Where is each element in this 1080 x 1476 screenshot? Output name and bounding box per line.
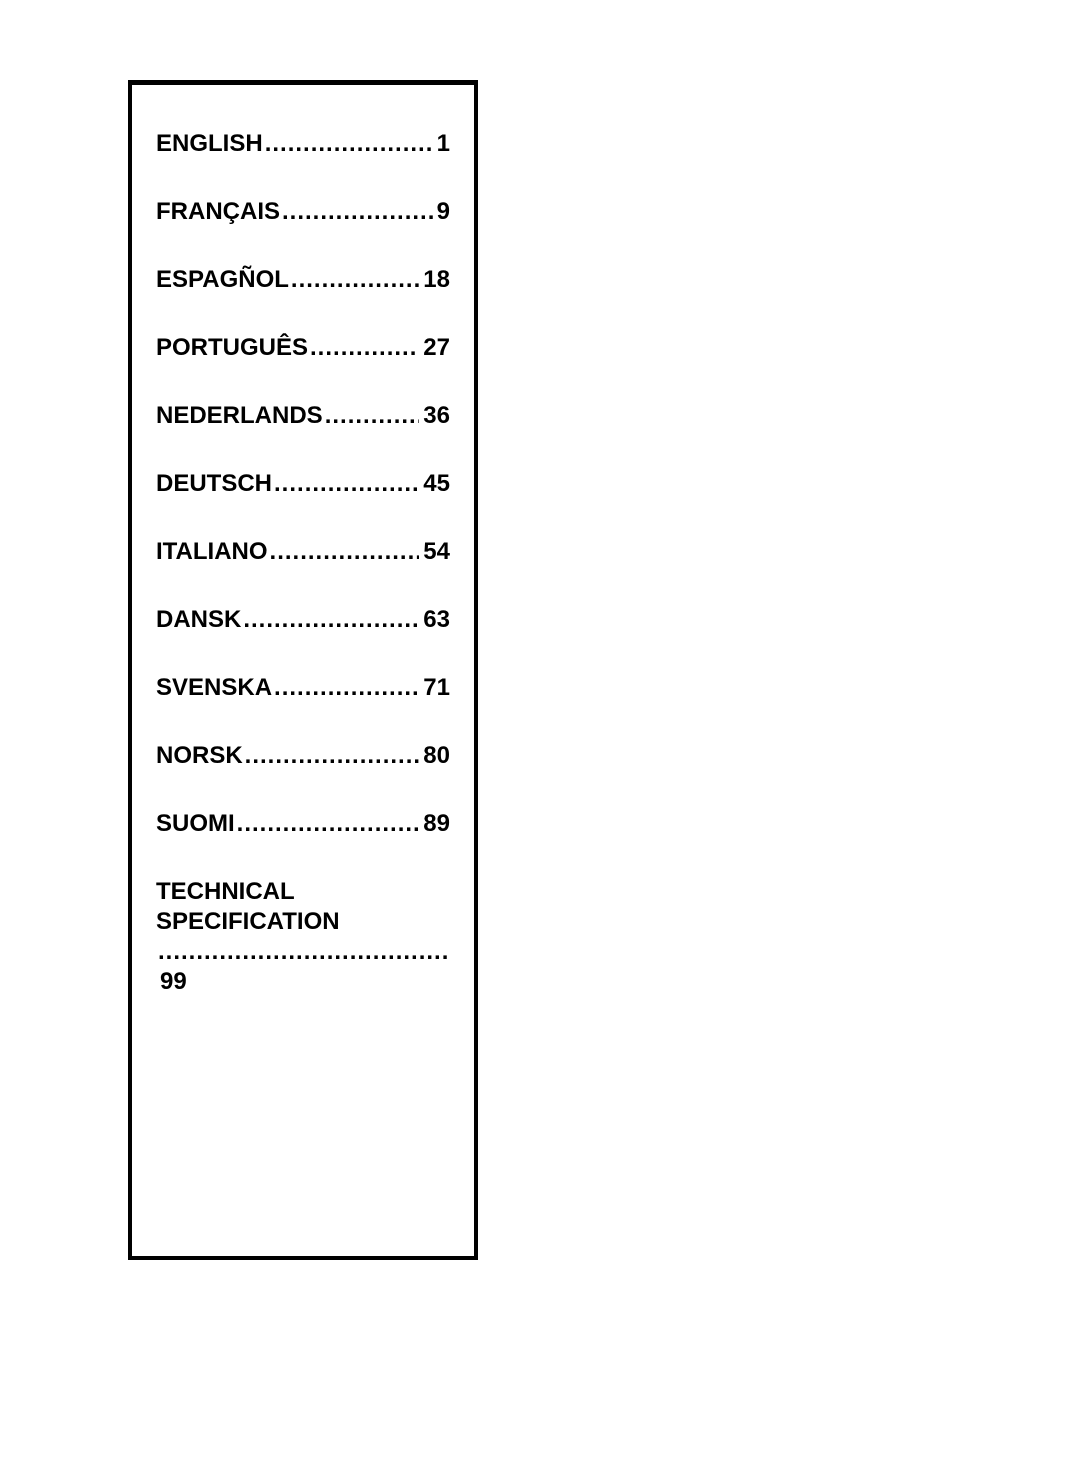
toc-dots — [235, 809, 420, 839]
toc-entry: NORSK 80 — [156, 741, 450, 771]
toc-dots — [272, 469, 419, 499]
toc-page: 9 — [433, 197, 450, 227]
toc-box: ENGLISH 1 FRANÇAIS 9 ESPAGÑOL 18 PORTUGUÊS 27 NE… — [128, 80, 478, 1260]
toc-entry: ENGLISH 1 — [156, 129, 450, 159]
toc-label: DANSK — [156, 605, 241, 635]
toc-page: 54 — [419, 537, 450, 567]
toc-entry: ESPAGÑOL 18 — [156, 265, 450, 295]
toc-label: NORSK — [156, 741, 243, 771]
toc-label: ESPAGÑOL — [156, 265, 289, 295]
toc-dots — [280, 197, 433, 227]
toc-page: 1 — [433, 129, 450, 159]
toc-entry: DANSK 63 — [156, 605, 450, 635]
toc-entry: ITALIANO 54 — [156, 537, 450, 567]
toc-dots — [323, 401, 420, 431]
toc-label: ENGLISH — [156, 129, 263, 159]
toc-entry: SVENSKA 71 — [156, 673, 450, 703]
toc-entry: NEDERLANDS 36 — [156, 401, 450, 431]
toc-entry: PORTUGUÊS 27 — [156, 333, 450, 363]
toc-page: 99 — [156, 967, 187, 997]
toc-dots — [272, 673, 419, 703]
toc-label: SVENSKA — [156, 673, 272, 703]
toc-label: ITALIANO — [156, 537, 268, 567]
toc-label: FRANÇAIS — [156, 197, 280, 227]
toc-label-line2: SPECIFICATION — [156, 907, 340, 937]
toc-page: 45 — [419, 469, 450, 499]
toc-page: 71 — [419, 673, 450, 703]
toc-dots — [263, 129, 433, 159]
toc-label: TECHNICAL — [156, 877, 295, 907]
toc-label: DEUTSCH — [156, 469, 272, 499]
toc-entry: DEUTSCH 45 — [156, 469, 450, 499]
toc-dots — [268, 537, 420, 567]
toc-dots — [289, 265, 419, 295]
toc-dots — [308, 333, 419, 363]
toc-page: 27 — [419, 333, 450, 363]
toc-entry: SUOMI 89 — [156, 809, 450, 839]
toc-dots — [156, 937, 450, 967]
toc-dots — [241, 605, 419, 635]
toc-label: NEDERLANDS — [156, 401, 323, 431]
toc-dots — [243, 741, 420, 771]
toc-label: PORTUGUÊS — [156, 333, 308, 363]
toc-page: 80 — [419, 741, 450, 771]
toc-page: 89 — [419, 809, 450, 839]
toc-entry: FRANÇAIS 9 — [156, 197, 450, 227]
toc-page: 63 — [419, 605, 450, 635]
toc-page: 18 — [419, 265, 450, 295]
toc-entry: TECHNICALSPECIFICATION 99 — [156, 877, 450, 997]
toc-page: 36 — [419, 401, 450, 431]
toc-label: SUOMI — [156, 809, 235, 839]
